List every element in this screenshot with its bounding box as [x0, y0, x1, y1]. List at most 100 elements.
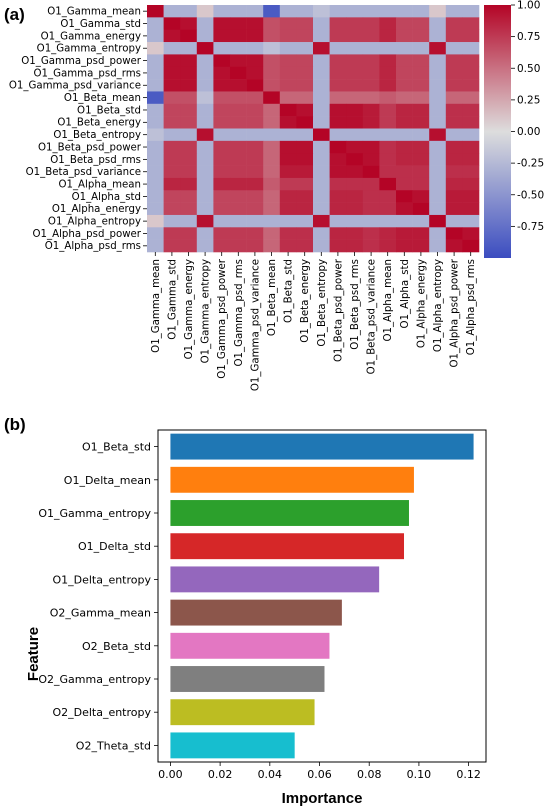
bar-x-tick-label: 0.08	[357, 768, 382, 781]
heatmap-cell	[196, 190, 214, 203]
heatmap-cell	[196, 29, 214, 43]
heatmap-row-label: O1_Gamma_psd_rms	[34, 68, 142, 79]
heatmap-cell	[196, 91, 214, 105]
heatmap-cell	[462, 116, 480, 129]
heatmap-cell	[445, 190, 463, 203]
heatmap-cell	[346, 239, 364, 253]
heatmap-cell	[362, 177, 380, 191]
heatmap-col-label: O1_Alpha_std	[400, 259, 411, 328]
heatmap-cell	[296, 227, 314, 240]
heatmap-cell	[379, 140, 397, 154]
heatmap-cell	[329, 79, 347, 92]
heatmap-cell	[263, 227, 281, 240]
heatmap-cell	[246, 116, 264, 129]
heatmap-cell	[429, 5, 447, 18]
bar-x-tick-label: 0.10	[407, 768, 432, 781]
heatmap-cell	[396, 17, 413, 30]
heatmap-cell	[163, 66, 181, 80]
heatmap-cell	[346, 17, 364, 30]
heatmap-cell	[163, 91, 181, 105]
heatmap-col-label: O1_Beta_std	[284, 259, 295, 323]
heatmap-cell	[379, 42, 397, 55]
heatmap-col-label: O1_Beta_psd_rms	[350, 259, 361, 350]
heatmap-cell	[429, 91, 447, 105]
heatmap-cell	[462, 42, 480, 55]
heatmap-row-label: O1_Beta_psd_power	[38, 142, 142, 153]
heatmap-cell	[180, 177, 198, 191]
heatmap-cell	[346, 214, 364, 228]
heatmap-row-label: O1_Alpha_psd_power	[33, 229, 142, 240]
colorbar-tick-label: -0.25	[517, 158, 544, 170]
heatmap-cell	[462, 54, 480, 68]
heatmap-row-label: O1_Gamma_mean	[47, 7, 141, 18]
heatmap-cell	[346, 91, 364, 105]
heatmap-cell	[246, 177, 264, 191]
heatmap-cell	[246, 42, 264, 55]
heatmap-cell	[246, 165, 264, 179]
heatmap-cell	[279, 79, 297, 92]
heatmap-cell	[462, 177, 480, 191]
heatmap-cell	[279, 165, 297, 179]
heatmap-cell	[246, 103, 264, 117]
heatmap-cell	[296, 190, 314, 203]
heatmap-cell	[329, 5, 347, 18]
heatmap-cell	[379, 239, 397, 253]
heatmap-cell	[313, 177, 330, 191]
heatmap-cell	[279, 190, 297, 203]
colorbar-tick-label: 0.00	[517, 126, 540, 138]
heatmap-cell	[445, 140, 463, 154]
heatmap-cell	[263, 214, 281, 228]
heatmap-cell	[230, 153, 247, 166]
heatmap-cell	[147, 42, 164, 55]
heatmap-cell	[329, 66, 347, 80]
heatmap-cell	[246, 79, 264, 92]
bar-category-label: O1_Delta_entropy	[52, 573, 151, 586]
bar-category-label: O1_Delta_mean	[64, 474, 151, 487]
heatmap-cell	[296, 214, 314, 228]
heatmap-cell	[329, 214, 347, 228]
colorbar-gradient	[484, 5, 511, 258]
heatmap-cell	[313, 140, 330, 154]
heatmap-cell	[263, 5, 281, 18]
heatmap-cell	[296, 54, 314, 68]
heatmap-cell	[412, 54, 430, 68]
heatmap-cell	[246, 29, 264, 43]
importance-bar	[170, 732, 295, 759]
heatmap-cell	[329, 17, 347, 30]
heatmap-cell	[180, 128, 198, 142]
heatmap-cell	[180, 153, 198, 166]
heatmap-cell	[213, 91, 231, 105]
heatmap-cell	[329, 227, 347, 240]
heatmap-cell	[445, 239, 463, 253]
heatmap-cell	[196, 239, 214, 253]
heatmap-cell	[279, 91, 297, 105]
heatmap-cell	[279, 54, 297, 68]
heatmap-cell	[180, 116, 198, 129]
heatmap-cell	[296, 5, 314, 18]
heatmap-cell	[147, 239, 164, 253]
heatmap-cell	[462, 103, 480, 117]
importance-bar	[170, 533, 405, 560]
heatmap-cell	[213, 116, 231, 129]
heatmap-cell	[462, 66, 480, 80]
heatmap-cell	[230, 42, 247, 55]
heatmap-cell	[196, 103, 214, 117]
heatmap-row-label: O1_Gamma_psd_variance	[9, 81, 141, 92]
heatmap-cell	[329, 177, 347, 191]
heatmap-cell	[313, 91, 330, 105]
heatmap-cell	[180, 66, 198, 80]
heatmap-cell	[263, 165, 281, 179]
heatmap-row-label: O1_Beta_entropy	[53, 130, 141, 141]
heatmap-cell	[429, 227, 447, 240]
heatmap-cell	[279, 66, 297, 80]
heatmap-cell	[279, 214, 297, 228]
heatmap-cell	[379, 165, 397, 179]
heatmap-cell	[296, 116, 314, 129]
heatmap-cell	[296, 42, 314, 55]
heatmap-cell	[462, 91, 480, 105]
heatmap-cell	[180, 140, 198, 154]
heatmap-cell	[379, 153, 397, 166]
heatmap-cell	[163, 128, 181, 142]
heatmap-cell	[246, 202, 264, 216]
heatmap-cell	[180, 29, 198, 43]
